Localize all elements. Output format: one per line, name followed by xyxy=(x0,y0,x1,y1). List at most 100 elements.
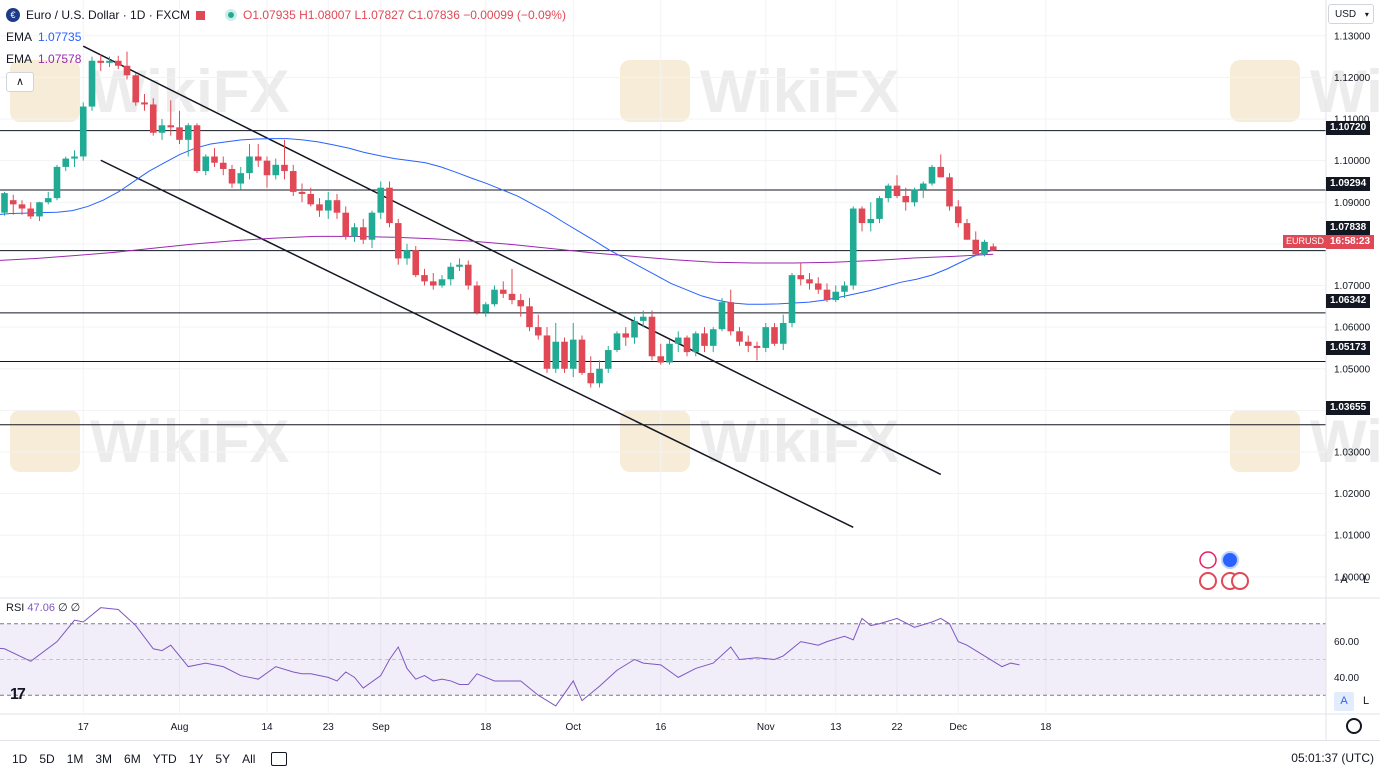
candle xyxy=(351,223,358,242)
candle-body xyxy=(902,196,910,203)
candle-body xyxy=(394,223,402,259)
range-button-3m[interactable]: 3M xyxy=(95,752,113,766)
auto-scale-button[interactable]: A xyxy=(1340,574,1348,586)
watermark-text: WikiFX xyxy=(90,408,289,475)
candle-body xyxy=(18,204,26,209)
candle-body xyxy=(237,173,245,184)
candle xyxy=(193,123,201,174)
currency-button[interactable]: USD ▾ xyxy=(1328,4,1374,24)
candle-body xyxy=(211,156,218,163)
candlestick-series xyxy=(1,51,997,388)
trendline[interactable] xyxy=(82,45,942,476)
range-button-1d[interactable]: 1D xyxy=(12,752,28,766)
candle xyxy=(394,218,402,265)
candle-body xyxy=(88,60,96,107)
rsi-extra: ∅ ∅ xyxy=(58,602,81,614)
tradingview-logo-icon[interactable]: 17 xyxy=(10,686,26,703)
trendline[interactable] xyxy=(100,159,854,529)
log-scale-button[interactable]: L xyxy=(1362,574,1370,586)
price-tick-label: 1.06000 xyxy=(1334,323,1371,334)
candle xyxy=(543,327,551,373)
utc-clock[interactable]: 05:01:37 (UTC) xyxy=(1291,751,1374,765)
rsi-auto-scale-button[interactable]: A xyxy=(1334,692,1354,711)
candle xyxy=(429,273,437,290)
candle-body xyxy=(421,275,428,282)
indicator-row-ema-fast[interactable]: EMA 1.07735 xyxy=(6,26,566,48)
symbol-row[interactable]: € Euro / U.S. Dollar · 1D · FXCM O1.0793… xyxy=(6,4,566,26)
candle-body xyxy=(184,125,192,140)
price-tick-label: 1.10000 xyxy=(1334,156,1371,167)
candle-body xyxy=(963,223,971,240)
us-flag-event-icon[interactable] xyxy=(1199,572,1217,590)
lightning-event-icon[interactable] xyxy=(1199,551,1217,569)
candle xyxy=(963,218,971,240)
time-axis[interactable]: Jul17Aug1423Sep18Oct16Nov1322Dec18 xyxy=(0,722,1052,733)
candle-body xyxy=(858,208,866,224)
flag-icon[interactable] xyxy=(196,10,206,20)
price-tag: 1.06342 xyxy=(1326,294,1371,308)
candle xyxy=(97,54,105,72)
range-button-1m[interactable]: 1M xyxy=(66,752,84,766)
candle-body xyxy=(884,185,892,199)
candle-body xyxy=(911,189,918,203)
candle xyxy=(27,202,35,219)
candle xyxy=(893,175,901,199)
calendar-icon[interactable] xyxy=(271,752,288,766)
watermark-logo-icon xyxy=(10,410,80,472)
candle xyxy=(744,335,752,353)
candle xyxy=(281,139,288,180)
range-button-1y[interactable]: 1Y xyxy=(188,752,204,766)
trendlines xyxy=(82,45,942,529)
candle-body xyxy=(324,200,332,211)
candle xyxy=(622,327,630,346)
time-tick-label: 18 xyxy=(1040,722,1052,733)
candle-body xyxy=(972,239,980,255)
candle xyxy=(666,339,673,365)
candle-body xyxy=(727,302,735,332)
indicator-row-ema-slow[interactable]: EMA 1.07578 xyxy=(6,48,566,70)
candle-body xyxy=(53,166,61,199)
range-button-ytd[interactable]: YTD xyxy=(152,752,177,766)
event-icons[interactable] xyxy=(1199,551,1249,590)
candle xyxy=(841,281,848,298)
candle-body xyxy=(438,279,446,286)
market-status-icon xyxy=(225,9,238,21)
range-button-6m[interactable]: 6M xyxy=(124,752,141,766)
horizontal-levels xyxy=(0,130,1326,426)
us-flag-event-icon[interactable] xyxy=(1231,572,1249,590)
rsi-legend[interactable]: RSI 47.06 ∅ ∅ xyxy=(6,601,80,614)
price-tag: 1.03655 xyxy=(1326,401,1371,415)
candle-body xyxy=(167,125,175,128)
candle xyxy=(71,150,78,167)
collapse-legend-button[interactable]: ∧ xyxy=(6,72,34,92)
range-button-5y[interactable]: 5Y xyxy=(215,752,231,766)
candle xyxy=(254,144,262,167)
candle xyxy=(814,277,822,294)
candle xyxy=(727,289,735,336)
price-tick-label: 1.07000 xyxy=(1334,281,1371,292)
symbol-title[interactable]: Euro / U.S. Dollar · 1D · FXCM xyxy=(26,8,191,22)
candle xyxy=(613,331,621,353)
candle-body xyxy=(79,106,87,157)
candle xyxy=(631,316,638,344)
candle xyxy=(324,191,332,219)
price-tick-label: 1.11000 xyxy=(1334,115,1370,126)
globe-event-icon[interactable] xyxy=(1221,551,1239,569)
candle xyxy=(219,156,227,176)
rsi-log-scale-button[interactable]: L xyxy=(1362,695,1370,707)
candle-body xyxy=(219,162,227,169)
candle xyxy=(561,337,568,373)
candle xyxy=(657,343,665,365)
gear-icon[interactable] xyxy=(1346,718,1362,734)
range-button-5d[interactable]: 5D xyxy=(39,752,55,766)
candle xyxy=(228,164,236,188)
candle xyxy=(692,331,700,357)
range-button-all[interactable]: All xyxy=(242,752,256,766)
candle xyxy=(876,196,883,224)
candle-body xyxy=(849,208,857,286)
countdown-tag: 16:58:23 xyxy=(1326,235,1375,249)
candle-body xyxy=(263,160,271,176)
candle xyxy=(552,322,560,373)
ema-slow-path xyxy=(0,235,994,264)
